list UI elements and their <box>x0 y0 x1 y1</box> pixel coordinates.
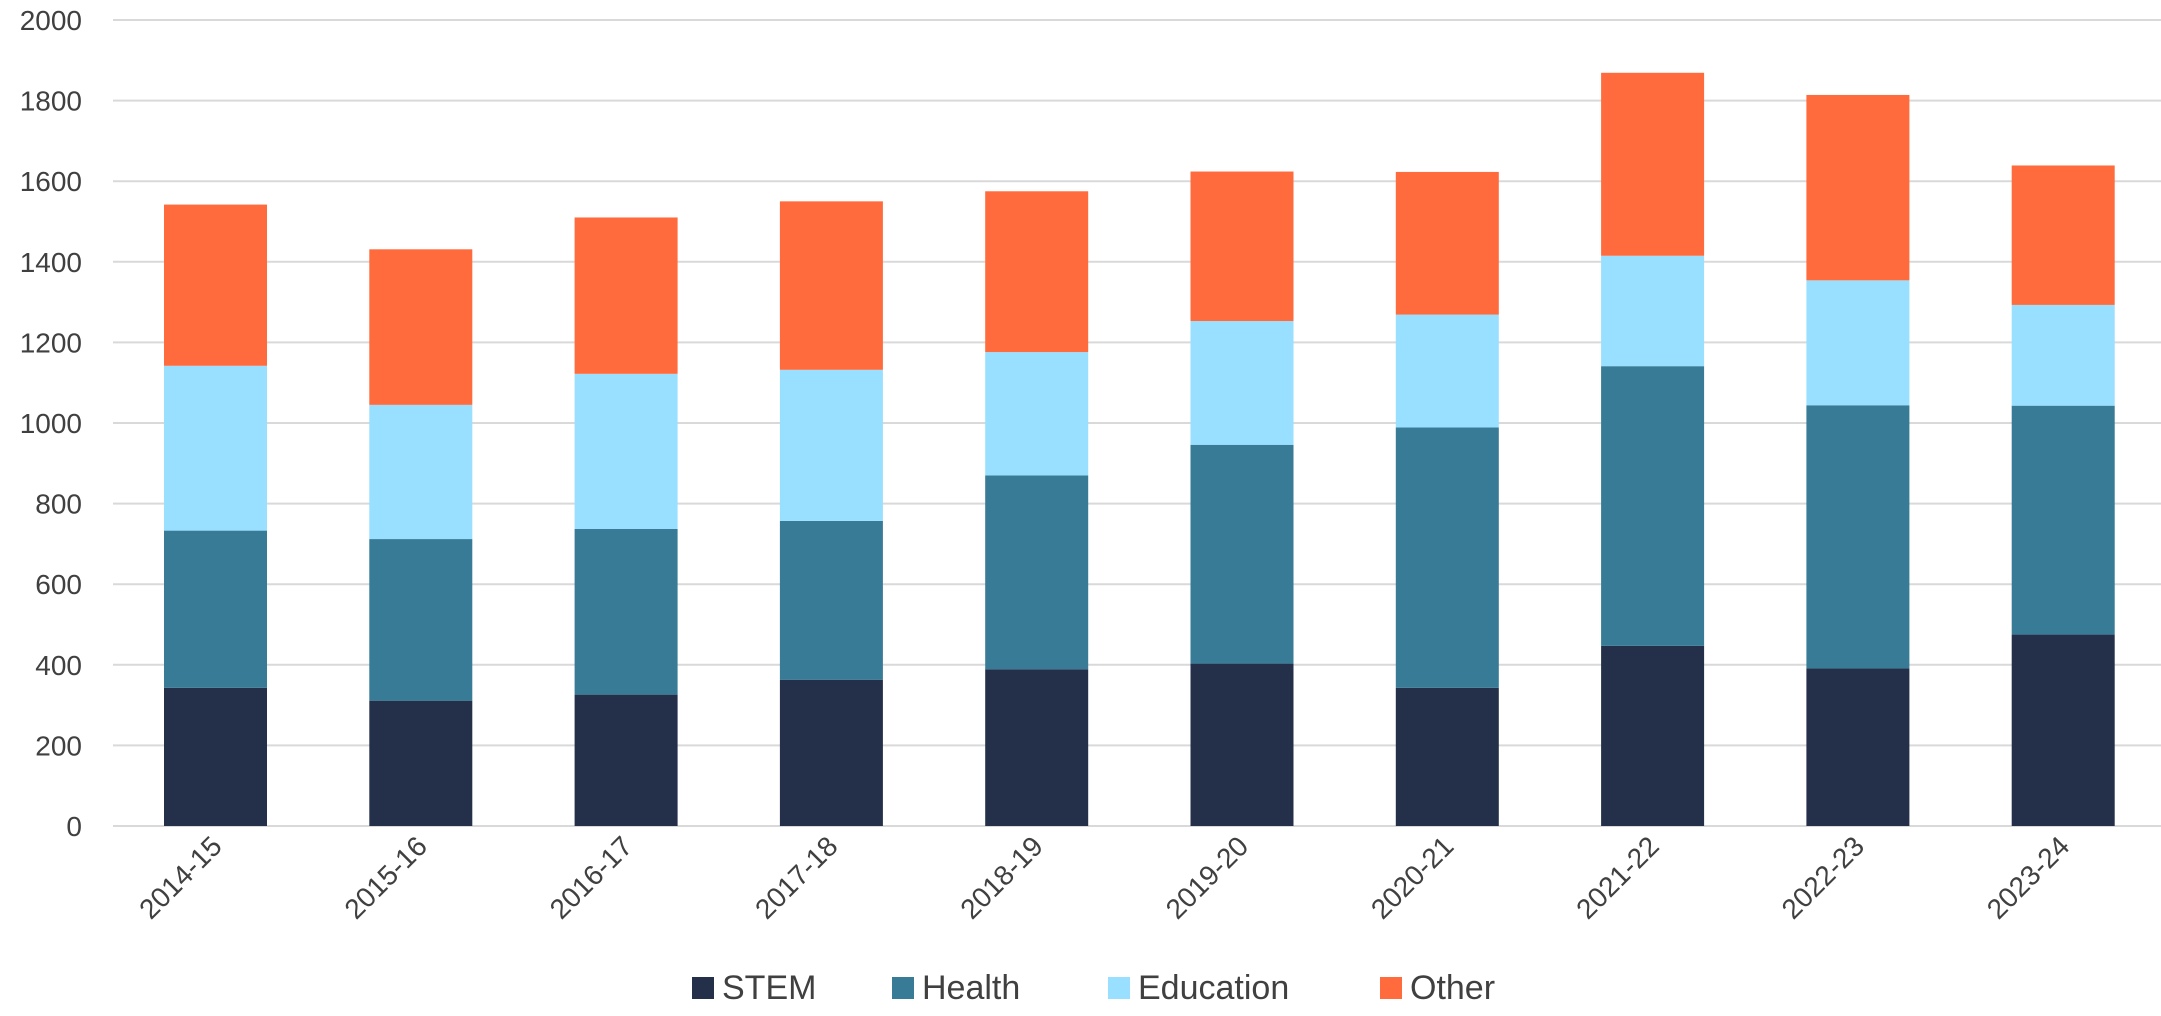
y-tick-label: 1200 <box>20 327 82 358</box>
bar-other-2015-16 <box>369 249 473 405</box>
bar-stack-2018-19 <box>985 191 1089 826</box>
legend-label: Education <box>1138 969 1289 1007</box>
bar-other-2022-23 <box>1806 94 1910 281</box>
x-tick-label: 2018-19 <box>954 830 1049 925</box>
y-tick-label: 1000 <box>20 408 82 439</box>
bar-stem-2017-18 <box>779 679 883 826</box>
bar-health-2020-21 <box>1395 427 1499 688</box>
bar-other-2014-15 <box>164 204 267 366</box>
bar-stem-2021-22 <box>1601 645 1705 826</box>
legend-swatch <box>1380 977 1402 999</box>
bar-health-2014-15 <box>164 530 267 688</box>
bar-education-2016-17 <box>574 373 678 529</box>
bar-stem-2015-16 <box>369 700 473 826</box>
y-tick-label: 200 <box>35 730 82 761</box>
y-tick-label: 600 <box>35 569 82 600</box>
bar-health-2021-22 <box>1601 366 1705 646</box>
legend-swatch <box>1108 977 1130 999</box>
bar-education-2019-20 <box>1190 321 1294 445</box>
bar-education-2017-18 <box>779 369 883 521</box>
bar-stack-2017-18 <box>779 201 883 826</box>
x-tick-label: 2015-16 <box>338 830 433 925</box>
bar-stem-2018-19 <box>985 669 1089 826</box>
bar-education-2022-23 <box>1806 280 1910 406</box>
legend-label: Health <box>922 969 1020 1007</box>
bar-education-2020-21 <box>1395 314 1499 428</box>
legend-label: Other <box>1410 969 1495 1007</box>
y-tick-label: 1800 <box>20 86 82 117</box>
bar-stack-2014-15 <box>164 204 267 826</box>
y-tick-label: 800 <box>35 489 82 520</box>
bar-stack-2019-20 <box>1190 171 1294 826</box>
bar-health-2015-16 <box>369 539 473 701</box>
bar-stack-2020-21 <box>1395 171 1499 826</box>
bar-other-2021-22 <box>1601 72 1705 256</box>
x-tick-label: 2019-20 <box>1160 830 1255 925</box>
y-tick-label: 0 <box>66 811 82 842</box>
bar-stack-2016-17 <box>574 217 678 826</box>
y-tick-label: 400 <box>35 650 82 681</box>
bar-education-2023-24 <box>2011 304 2115 406</box>
y-tick-label: 1600 <box>20 166 82 197</box>
bar-other-2023-24 <box>2011 165 2115 305</box>
y-tick-label: 1400 <box>20 247 82 278</box>
bar-education-2014-15 <box>164 365 267 531</box>
x-tick-label: 2021-22 <box>1570 830 1665 925</box>
bar-stem-2020-21 <box>1395 687 1499 826</box>
bar-health-2017-18 <box>779 520 883 680</box>
y-axis-ticks: 0 200 400 600 800 1000 1200 1400 1600 1800 2000 <box>20 5 82 842</box>
bar-stem-2016-17 <box>574 694 678 826</box>
legend-swatch <box>692 977 714 999</box>
bar-stem-2019-20 <box>1190 663 1294 826</box>
legend-swatch <box>892 977 914 999</box>
bar-health-2019-20 <box>1190 444 1294 664</box>
x-tick-label: 2022-23 <box>1776 830 1871 925</box>
y-tick-label: 2000 <box>20 5 82 36</box>
bar-health-2023-24 <box>2011 405 2115 635</box>
bar-education-2018-19 <box>985 352 1089 476</box>
bar-health-2016-17 <box>574 528 678 695</box>
bar-other-2017-18 <box>779 201 883 370</box>
bar-other-2016-17 <box>574 217 678 374</box>
bar-other-2019-20 <box>1190 171 1294 322</box>
x-tick-label: 2023-24 <box>1981 830 2076 925</box>
bar-other-2020-21 <box>1395 171 1499 315</box>
x-tick-label: 2017-18 <box>749 830 844 925</box>
bar-stem-2014-15 <box>164 687 267 826</box>
legend-item-health: Health <box>892 969 1020 1007</box>
bar-education-2015-16 <box>369 404 473 540</box>
x-axis-ticks: 2014-15 2015-16 2016-17 2017-18 2018-19 2019-… <box>133 830 2075 925</box>
bar-stack-2022-23 <box>1806 94 1910 826</box>
legend-item-other: Other <box>1380 969 1495 1007</box>
x-tick-label: 2020-21 <box>1365 830 1460 925</box>
bar-health-2018-19 <box>985 475 1089 670</box>
x-tick-label: 2016-17 <box>544 830 639 925</box>
legend-item-stem: STEM <box>692 969 816 1007</box>
bar-health-2022-23 <box>1806 405 1910 669</box>
legend-item-education: Education <box>1108 969 1289 1007</box>
x-tick-label: 2014-15 <box>133 830 228 925</box>
bar-stem-2023-24 <box>2011 634 2115 826</box>
legend: STEM Health Education Other <box>692 969 1495 1007</box>
bar-other-2018-19 <box>985 191 1089 353</box>
legend-label: STEM <box>722 969 816 1007</box>
bar-stack-2015-16 <box>369 249 473 826</box>
bar-stem-2022-23 <box>1806 668 1910 826</box>
bar-stack-2021-22 <box>1601 72 1705 826</box>
bars <box>164 72 2115 826</box>
bar-stack-2023-24 <box>2011 165 2115 826</box>
bar-education-2021-22 <box>1601 255 1705 367</box>
